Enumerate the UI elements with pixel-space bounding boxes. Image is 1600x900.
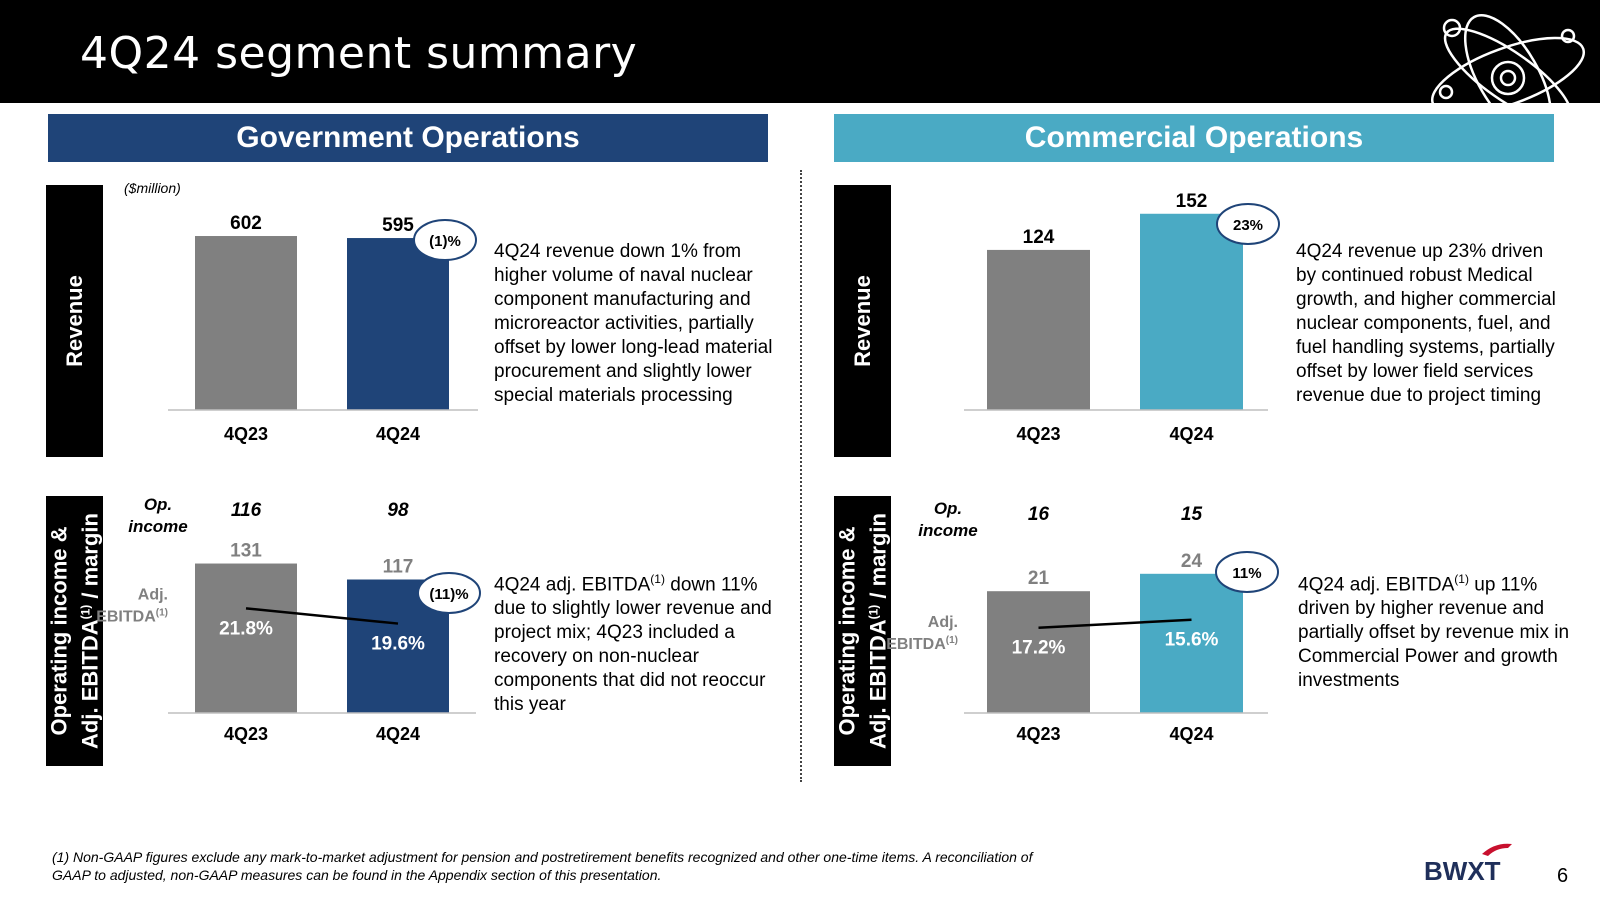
com-revenue-side-label: Revenue xyxy=(834,185,891,457)
gov-ebitda-value-label: 131 xyxy=(230,541,262,562)
page-title: 4Q24 segment summary xyxy=(80,28,638,79)
com-revenue-change-bubble xyxy=(1216,203,1280,245)
gov-revenue-description: 4Q24 revenue down 1% from higher volume … xyxy=(494,241,773,406)
com-ebitda-op-income-label-line1: Op. xyxy=(934,499,962,518)
com-ebitda-bar-4q23 xyxy=(987,591,1090,713)
footnote-line2: GAAP to adjusted, non-GAAP measures can … xyxy=(52,867,662,883)
government-operations-title: Government Operations xyxy=(236,121,580,154)
gov-ebitda-ebitda-label-sup: (1) xyxy=(156,608,168,619)
title-bar: 4Q24 segment summary xyxy=(0,0,1600,103)
commercial-operations-title: Commercial Operations xyxy=(1024,121,1364,154)
gov-ebitda-margin-label: 19.6% xyxy=(371,634,425,655)
com-ebitda-ebitda-label-sup: (1) xyxy=(946,635,958,646)
commercial-operations-header: Commercial Operations xyxy=(834,114,1554,162)
com-ebitda-ebitda-label-line2: EBITDA(1) xyxy=(886,635,958,653)
gov-ebitda-margin-line xyxy=(245,607,399,625)
unit-note: ($million) xyxy=(124,180,181,196)
com-ebitda-value-label: 24 xyxy=(1181,551,1203,572)
com-ebitda-category-label: 4Q23 xyxy=(1016,724,1060,744)
gov-revenue-side-label: Revenue xyxy=(46,185,103,457)
gov-ebitda-ebitda-label-text: EBITDA xyxy=(96,609,156,626)
gov-revenue-value-label: 602 xyxy=(230,213,262,234)
atom-logo-icon xyxy=(1430,13,1586,103)
gov-ebitda-op-income-label-line1: Op. xyxy=(144,495,172,514)
footnote: (1) Non-GAAP figures exclude any mark-to… xyxy=(52,848,1172,884)
gov-ebitda-desc-a: 4Q24 adj. EBITDA xyxy=(494,574,651,596)
page-number: 6 xyxy=(1557,865,1569,887)
com-revenue-category-label: 4Q24 xyxy=(1169,424,1213,444)
gov-ebitda-description: 4Q24 adj. EBITDA(1) down 11% due to slig… xyxy=(494,567,784,717)
government-operations-header: Government Operations xyxy=(48,114,768,162)
com-revenue-category-label: 4Q23 xyxy=(1016,424,1060,444)
com-revenue-bar-4q24 xyxy=(1140,213,1243,410)
com-ebitda-change-label: 11% xyxy=(1232,565,1261,582)
com-ebitda-margin-label: 15.6% xyxy=(1165,630,1219,651)
gov-ebitda-value-label: 117 xyxy=(383,557,414,578)
com-ebitda-value-label: 21 xyxy=(1028,568,1050,589)
com-ebitda-op-income-label-line2: income xyxy=(918,521,978,540)
gov-ebitda-op-income-value: 98 xyxy=(387,500,409,521)
gov-ebitda-change-label: (11)% xyxy=(429,586,468,603)
gov-ebitda-ebitda-label-line1: Adj. xyxy=(138,587,168,604)
gov-ebitda-op-income-value: 116 xyxy=(231,500,262,521)
com-ebitda-margin-line xyxy=(1038,618,1192,629)
com-op-side-label: Operating income & Adj. EBITDA(1) / marg… xyxy=(834,496,891,766)
com-revenue-description: 4Q24 revenue up 23% driven by continued … xyxy=(1296,241,1556,406)
gov-revenue-category-label: 4Q24 xyxy=(376,424,420,444)
bwxt-logo-text: BWXT xyxy=(1424,856,1501,884)
gov-revenue-bar-4q24 xyxy=(347,238,449,410)
com-ebitda-op-income-value: 15 xyxy=(1181,504,1203,525)
gov-ebitda-category-label: 4Q23 xyxy=(224,724,268,744)
gov-ebitda-desc-b: down 11% due to slightly lower revenue a… xyxy=(494,574,772,716)
com-ebitda-ebitda-label-text: EBITDA xyxy=(886,636,946,653)
bwxt-logo-swoosh xyxy=(1482,843,1512,856)
gov-ebitda-ebitda-label-line2: EBITDA(1) xyxy=(96,608,168,626)
gov-revenue-bar-4q23 xyxy=(195,236,297,410)
gov-ebitda-op-income-label-line2: income xyxy=(128,517,188,536)
com-revenue-value-label: 124 xyxy=(1023,227,1055,248)
gov-ebitda-bar-4q23 xyxy=(195,563,297,713)
gov-revenue-category-label: 4Q23 xyxy=(224,424,268,444)
com-ebitda-category-label: 4Q24 xyxy=(1169,724,1213,744)
com-revenue-bar-4q23 xyxy=(987,249,1090,410)
gov-ebitda-category-label: 4Q24 xyxy=(376,724,420,744)
com-ebitda-description: 4Q24 adj. EBITDA(1) up 11% driven by hig… xyxy=(1298,567,1573,693)
com-ebitda-bar-4q24 xyxy=(1140,573,1243,713)
com-ebitda-change-bubble xyxy=(1215,551,1279,593)
gov-revenue-change-bubble xyxy=(413,219,477,261)
gov-revenue-change-label: (1)% xyxy=(429,233,461,250)
com-revenue-change-label: 23% xyxy=(1233,217,1263,234)
footnote-line1: (1) Non-GAAP figures exclude any mark-to… xyxy=(52,849,1033,865)
bwxt-logo: BWXT xyxy=(1424,843,1512,884)
com-ebitda-margin-label: 17.2% xyxy=(1012,638,1066,659)
gov-revenue-value-label: 595 xyxy=(382,215,414,236)
section-divider xyxy=(800,170,802,782)
com-ebitda-desc-a: 4Q24 adj. EBITDA xyxy=(1298,574,1455,596)
com-revenue-value-label: 152 xyxy=(1176,191,1208,212)
gov-ebitda-change-bubble xyxy=(417,572,481,614)
gov-ebitda-desc-sup: (1) xyxy=(650,572,665,586)
gov-op-side-label: Operating income & Adj. EBITDA(1) / marg… xyxy=(46,496,103,766)
com-ebitda-desc-b: up 11% driven by higher revenue and part… xyxy=(1298,574,1570,692)
com-ebitda-op-income-value: 16 xyxy=(1028,504,1050,525)
gov-ebitda-margin-label: 21.8% xyxy=(219,618,273,639)
com-ebitda-desc-sup: (1) xyxy=(1454,572,1469,586)
com-ebitda-ebitda-label-line1: Adj. xyxy=(928,614,958,631)
